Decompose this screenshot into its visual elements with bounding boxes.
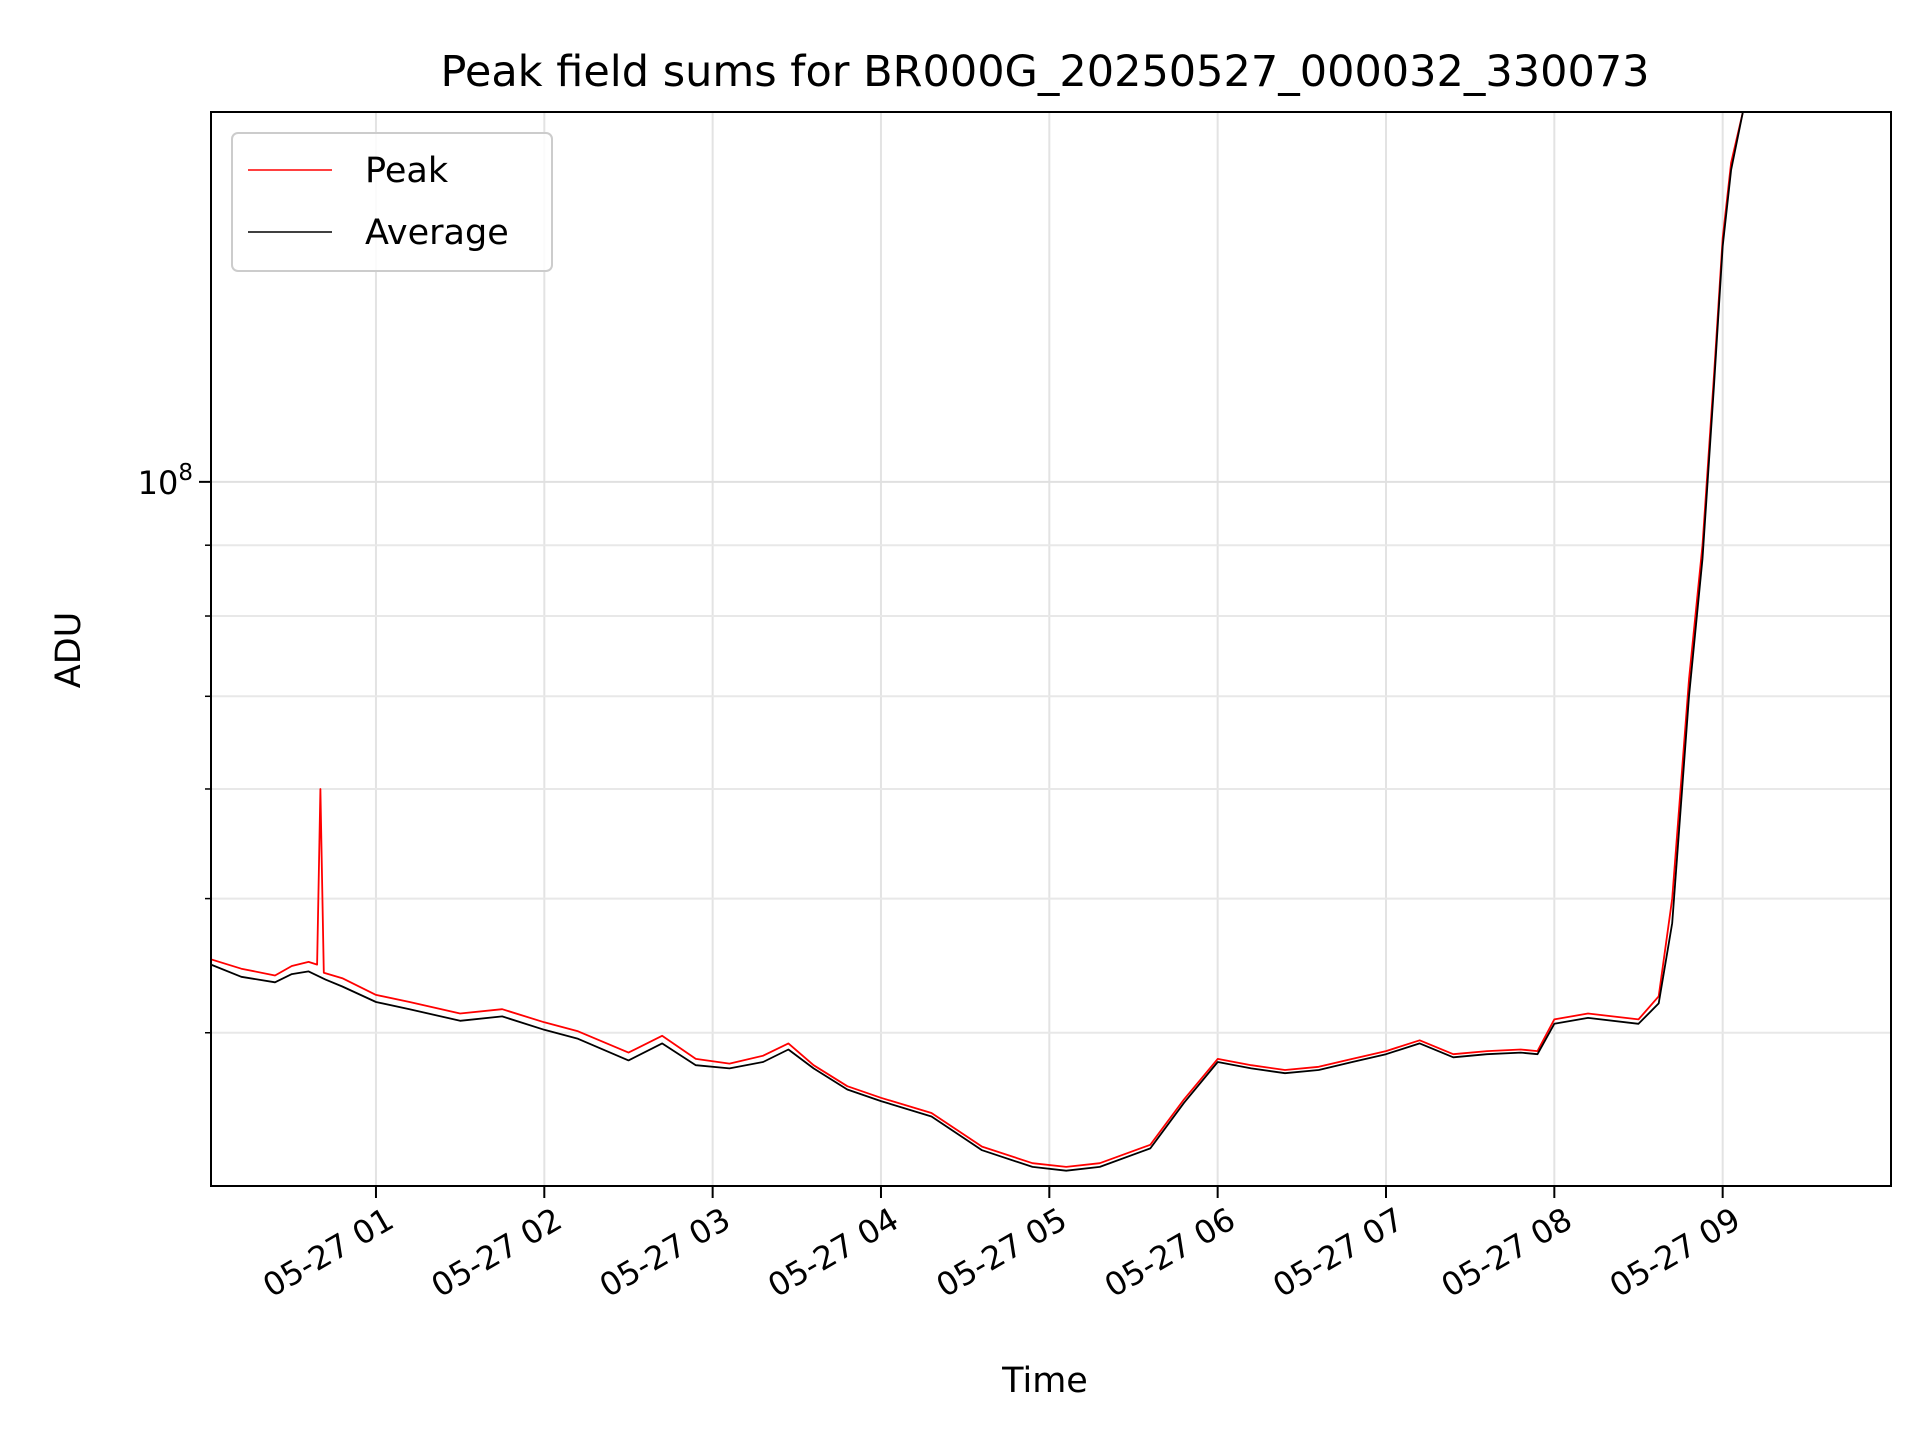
grid: [211, 112, 1891, 1186]
series-line-peak: [211, 112, 1744, 1168]
legend-label-average: Average: [365, 213, 509, 253]
x-axis-label: Time: [1001, 1361, 1088, 1401]
y-tick-label: 108: [138, 460, 193, 502]
chart-title: Peak field sums for BR000G_20250527_0000…: [440, 47, 1649, 97]
legend-box: [231, 132, 553, 272]
plot-frame: [210, 111, 1892, 1187]
y-axis-label: ADU: [49, 612, 89, 689]
legend: Peak Average: [231, 132, 553, 272]
plot-area: [211, 112, 1744, 1172]
y-axis: 108: [138, 460, 211, 1034]
legend-label-peak: Peak: [365, 151, 449, 191]
series-line-average: [211, 112, 1744, 1172]
